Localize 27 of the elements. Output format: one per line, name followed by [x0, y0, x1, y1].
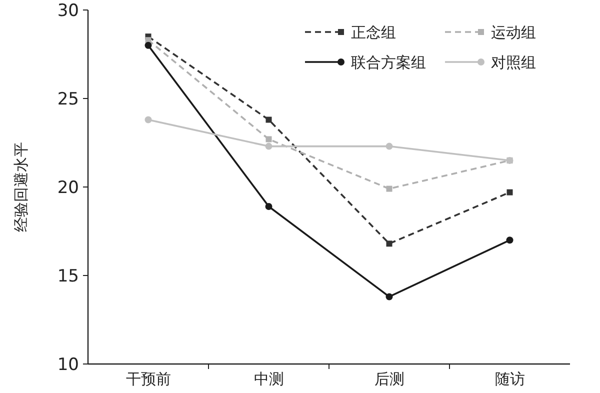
point [145, 37, 152, 44]
point [386, 186, 392, 192]
x-tick-label: 后测 [374, 370, 404, 388]
y-tick-label: 20 [57, 178, 79, 198]
legend-label: 对照组 [491, 53, 536, 72]
y-tick-label: 25 [57, 89, 79, 110]
y-tick-label: 30 [57, 0, 79, 21]
point [386, 142, 393, 150]
point [386, 240, 392, 247]
x-tick-label: 随访 [494, 370, 525, 388]
point [265, 142, 272, 150]
point [266, 136, 272, 142]
legend-label: 运动组 [491, 23, 536, 42]
point [144, 116, 152, 124]
y-tick-label: 10 [57, 354, 79, 375]
legend-label: 联合方案组 [351, 53, 426, 72]
legend-label: 正念组 [351, 23, 396, 42]
point [386, 293, 393, 300]
point [144, 42, 152, 49]
y-axis-title: 经验回避水平 [12, 142, 30, 232]
y-tick-label: 15 [57, 266, 79, 286]
point [506, 189, 513, 196]
point [265, 202, 272, 210]
point [506, 236, 514, 244]
x-tick-label: 中测 [254, 370, 284, 388]
x-tick-label: 干预前 [126, 370, 171, 388]
point [266, 116, 272, 123]
